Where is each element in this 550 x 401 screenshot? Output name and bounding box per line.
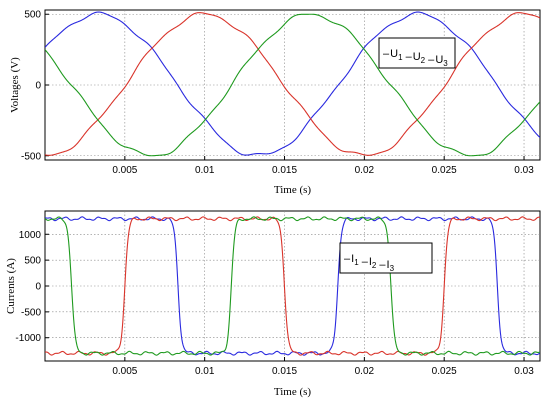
- legend-label: I: [351, 253, 354, 265]
- x-tick-label: 0.005: [112, 366, 137, 377]
- series-line-I1: [45, 216, 540, 356]
- y-tick-label: -500: [21, 307, 41, 318]
- legend-text: –I1 –I2 –I3: [344, 253, 395, 273]
- x-tick-label: 0.02: [355, 165, 375, 176]
- legend-label: U: [435, 54, 443, 66]
- legend-subscript: 1: [398, 53, 403, 62]
- x-tick-label: 0.025: [432, 366, 457, 377]
- legend-box: [378, 37, 456, 69]
- plot-area: [44, 210, 541, 362]
- legend-label: U: [413, 51, 421, 63]
- x-tick-label: 0.005: [112, 165, 137, 176]
- x-tick-label: 0.01: [195, 165, 215, 176]
- x-tick-label: 0.03: [514, 366, 534, 377]
- legend-dash: –: [376, 259, 386, 271]
- x-tick-label: 0.025: [432, 165, 457, 176]
- legend-subscript: 1: [354, 258, 359, 267]
- legend-subscript: 2: [421, 56, 426, 65]
- legend-dash: –: [344, 253, 351, 265]
- legend-dash: –: [403, 51, 413, 63]
- x-tick-label: 0.015: [272, 165, 297, 176]
- legend-subscript: 3: [390, 264, 395, 273]
- x-tick-label: 0.03: [514, 165, 534, 176]
- currents-chart: 0.005 0.01 0.015 0.02 0.025 0.03 1000 500 0 -500 -…: [5, 210, 541, 398]
- legend-subscript: 3: [443, 59, 448, 68]
- y-axis-label: Voltages (V): [9, 57, 21, 113]
- legend-subscript: 2: [372, 261, 377, 270]
- series-line-U2: [45, 12, 540, 156]
- legend-label: U: [390, 48, 398, 60]
- x-tick-label: 0.015: [272, 366, 297, 377]
- y-tick-label: 500: [24, 10, 41, 21]
- y-tick-label: 1000: [19, 230, 42, 241]
- series-line-U3: [45, 13, 540, 157]
- legend-dash: –: [359, 256, 369, 268]
- series-line-U1: [45, 11, 540, 156]
- plot-area: [44, 9, 541, 161]
- legend-dash: –: [383, 48, 390, 60]
- y-tick-label: -1000: [15, 333, 41, 344]
- series-line-I2: [45, 216, 540, 356]
- legend-label: I: [387, 259, 390, 271]
- legend-label: I: [369, 256, 372, 268]
- legend-dash: –: [425, 54, 435, 66]
- y-tick-label: -500: [21, 151, 41, 162]
- y-tick-label: 0: [35, 282, 41, 293]
- x-tick-label: 0.01: [195, 366, 215, 377]
- y-tick-label: 0: [35, 81, 41, 92]
- x-tick-label: 0.02: [355, 366, 375, 377]
- y-tick-label: 500: [24, 256, 41, 267]
- x-axis-label: Time (s): [274, 386, 312, 398]
- legend-text: –U1 –U2 –U3: [383, 48, 448, 68]
- voltages-chart: 0.005 0.01 0.015 0.02 0.025 0.03 500 0 -500 Time …: [9, 9, 541, 196]
- series-line-I3: [45, 216, 540, 356]
- x-axis-label: Time (s): [274, 184, 312, 196]
- legend-box: [339, 242, 433, 274]
- y-axis-label: Currents (A): [5, 258, 17, 314]
